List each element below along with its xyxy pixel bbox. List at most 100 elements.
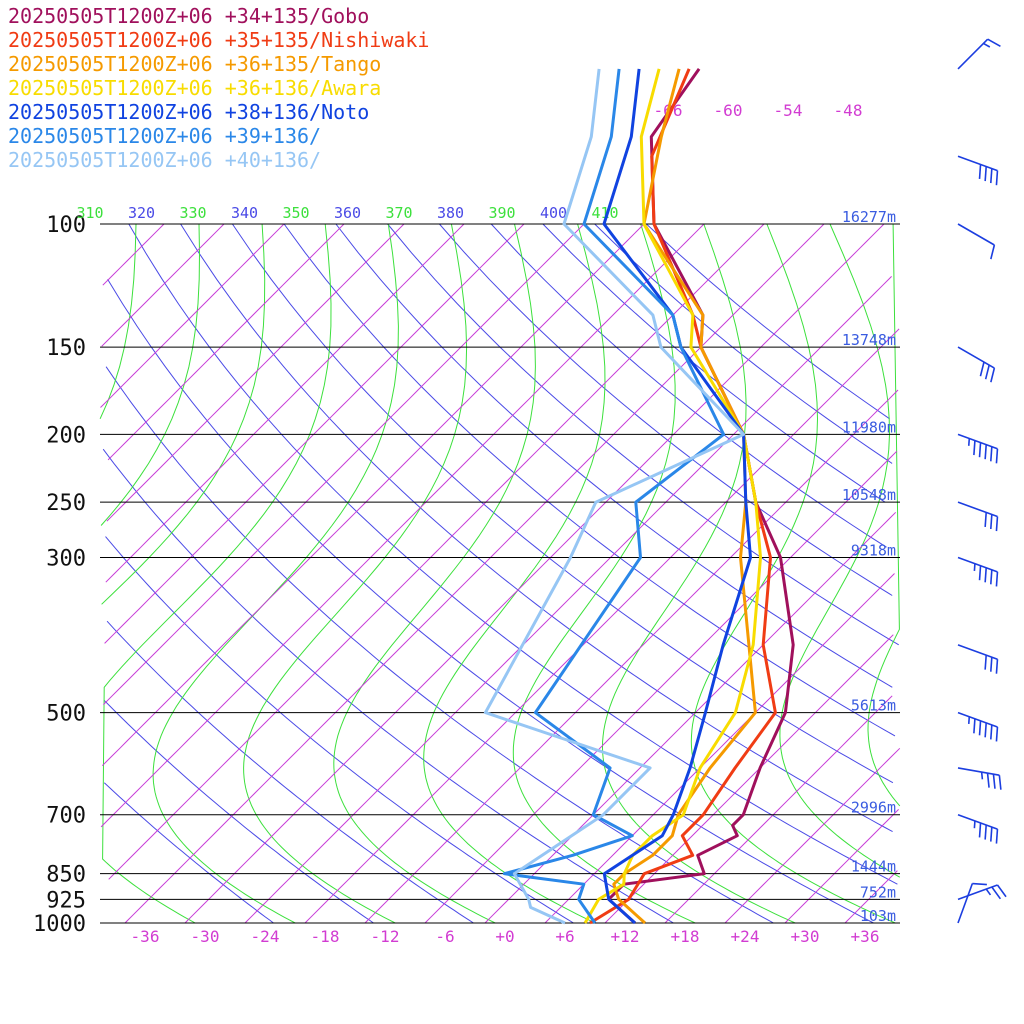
theta-label: 390 [488, 204, 515, 222]
wind-barb-flag [984, 567, 987, 583]
wind-barb-flag [983, 42, 991, 48]
height-label: 10548m [842, 486, 896, 504]
wind-barb-flag [990, 244, 996, 260]
height-label: 103m [860, 907, 896, 925]
pressure-label: 500 [46, 702, 86, 727]
wind-barb-flag [990, 569, 993, 585]
isotherm-line [244, 276, 892, 924]
wind-barb-flag [998, 775, 1002, 790]
wind-barb-flag [978, 565, 982, 581]
wind-barb-flag [996, 884, 1007, 898]
dry-adiabat-line [180, 223, 893, 833]
isotherm-line [664, 695, 893, 924]
wind-barb-shaft [957, 346, 995, 369]
pressure-label: 150 [46, 336, 86, 361]
isotherm-lines [100, 223, 901, 924]
theta-label: 320 [128, 204, 155, 222]
wind-barb-flag [978, 822, 982, 838]
theta-label: 410 [591, 204, 618, 222]
wind-barb-flag [978, 442, 982, 458]
isotherm-line [844, 870, 898, 924]
dry-adiabat-line [107, 279, 874, 924]
wind-barb-flag [984, 364, 990, 380]
theta-label: 340 [231, 204, 258, 222]
legend-entry: 20250505T1200Z+06 +34+135/Gobo [8, 4, 370, 28]
height-label: 2996m [851, 799, 896, 817]
height-label: 11980m [842, 418, 896, 436]
isotherm-line [101, 223, 225, 347]
x-tick-label: -12 [371, 927, 400, 946]
wind-barb-shaft [957, 223, 995, 246]
x-tick-label: +18 [671, 927, 700, 946]
theta-label: 380 [437, 204, 464, 222]
pressure-label: 200 [46, 423, 86, 448]
series-line-7 [483, 68, 746, 925]
legend-entry: 20250505T1200Z+06 +36+135/Tango [8, 52, 382, 76]
pressure-label: 250 [46, 491, 86, 516]
height-label: 5613m [851, 697, 896, 715]
isotherm-line [107, 223, 345, 461]
isotherm-line [304, 328, 900, 924]
dry-adiabat-line [128, 223, 898, 885]
pressure-label: 700 [46, 804, 86, 829]
isotherm-line [124, 223, 825, 924]
theta-label: 400 [540, 204, 567, 222]
height-label: 16277m [842, 208, 896, 226]
pressure-label: 925 [46, 888, 86, 913]
x-tick-label: +24 [731, 927, 760, 946]
pressure-level-lines: 100 16277m 150 13748m 200 11980m 250 10548m 300 9… [33, 208, 900, 937]
series-line-3 [612, 68, 757, 925]
theta-label: 370 [385, 204, 412, 222]
theta-e-line [152, 223, 399, 924]
wind-barb-shaft [957, 501, 998, 518]
wind-barb-flag [990, 446, 993, 462]
wind-barb-flag [990, 168, 993, 184]
upper-isotherm-label: -54 [774, 101, 803, 120]
legend: 20250505T1200Z+06 +34+135/Gobo 20250505T… [8, 4, 429, 172]
series-line-2 [589, 68, 777, 925]
legend-entry: 20250505T1200Z+06 +40+136/ [8, 148, 322, 172]
axis-tick-labels: -36 -30 -24 -18 -12 -6 +0 +6 +12 +18 +24 +30 +36-66-… [76, 101, 879, 946]
isotherm-line [108, 223, 765, 880]
wind-barb-flag [978, 720, 982, 736]
wind-barb-flag [995, 571, 999, 587]
wind-barb-flag [992, 774, 996, 789]
dry-adiabat-line [542, 223, 886, 503]
wind-barb-shaft [957, 883, 974, 924]
wind-barb-flag [978, 164, 982, 180]
wind-barb-flag [967, 716, 971, 725]
series-line-5 [602, 68, 752, 925]
wind-barb-flag [995, 448, 999, 464]
isotherm-line [100, 223, 705, 828]
theta-label: 330 [179, 204, 206, 222]
isotherm-line [784, 809, 899, 924]
isotherm-line [544, 573, 895, 924]
wind-barb-flag [990, 826, 993, 842]
wind-barb-flag [986, 773, 990, 788]
wind-barb-shaft [957, 767, 1000, 777]
pressure-label: 300 [46, 547, 86, 572]
isotherm-line [103, 223, 585, 705]
series-line-4 [583, 68, 762, 924]
legend-entry: 20250505T1200Z+06 +39+136/ [8, 124, 322, 148]
legend-entry: 20250505T1200Z+06 +35+135/Nishiwaki [8, 28, 430, 52]
dry-adiabat-line [231, 223, 894, 784]
wind-barb-shaft [957, 813, 998, 830]
isotherm-line [364, 389, 899, 924]
dry-adiabat-line [103, 782, 274, 924]
wind-barb-flag [973, 718, 976, 734]
wind-barb-shaft [957, 556, 998, 573]
pressure-label: 1000 [33, 912, 86, 937]
theta-label: 360 [334, 204, 361, 222]
isotherm-line [106, 223, 405, 522]
wind-barb-flag [984, 722, 987, 738]
x-tick-label: +30 [791, 927, 820, 946]
isotherm-line [604, 634, 894, 924]
wind-barb-shaft [957, 644, 998, 660]
x-tick-label: -30 [191, 927, 220, 946]
x-tick-label: +12 [611, 927, 640, 946]
x-tick-label: +0 [495, 927, 514, 946]
height-label: 9318m [851, 542, 896, 560]
isotherm-line [724, 747, 901, 924]
